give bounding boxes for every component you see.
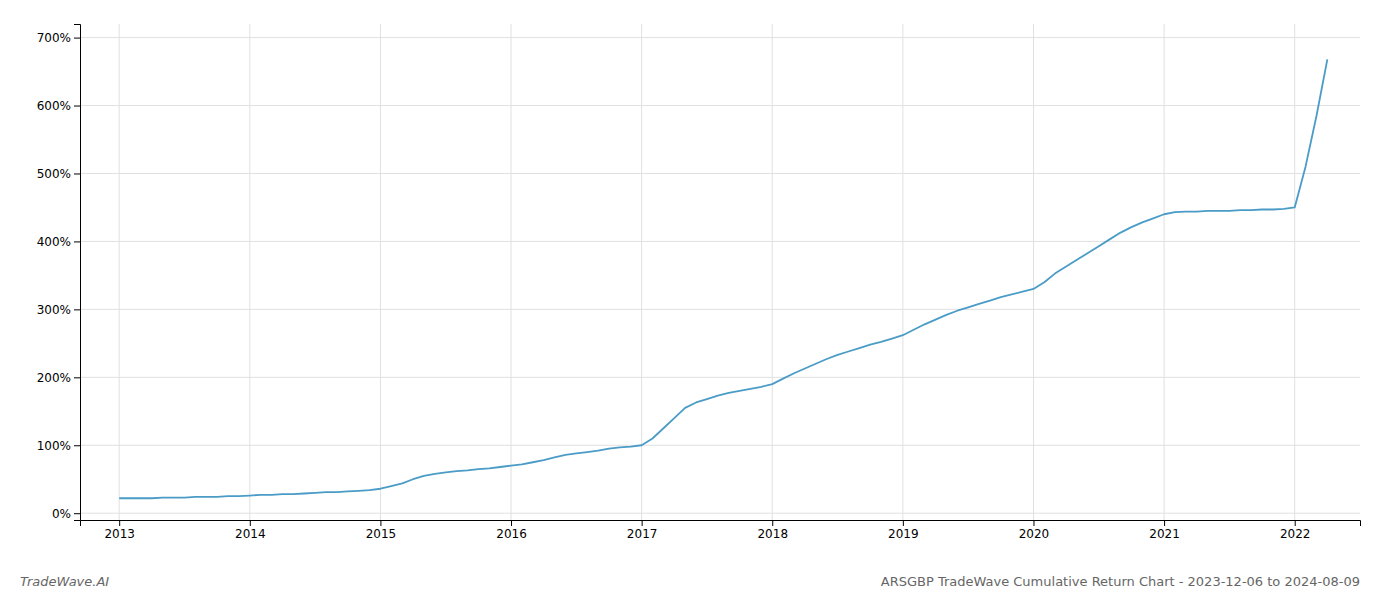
x-tick-mark [903, 520, 904, 526]
x-tick: 2017 [627, 520, 658, 541]
y-tick: 100% [37, 439, 80, 453]
y-tick: 0% [52, 507, 80, 521]
x-tick: 2013 [104, 520, 135, 541]
grid-line-y [80, 37, 1360, 38]
x-tick-label: 2022 [1280, 527, 1311, 541]
y-tick-label: 700% [37, 31, 71, 45]
y-axis-line [74, 25, 81, 521]
x-tick-label: 2017 [627, 527, 658, 541]
x-tick: 2014 [235, 520, 266, 541]
data-line [119, 59, 1327, 498]
x-tick-label: 2021 [1149, 527, 1180, 541]
x-tick-mark [380, 520, 381, 526]
grid-line-y [80, 241, 1360, 242]
x-axis: 2013 2014 2015 2016 2017 2018 2019 2020 2021 2022 [81, 520, 1361, 541]
plot-area [119, 59, 1327, 498]
x-tick: 2021 [1149, 520, 1180, 541]
chart: 2013 2014 2015 2016 2017 2018 2019 2020 2021 2022… [0, 0, 1400, 600]
x-tick-label: 2014 [235, 527, 266, 541]
grid-line-y [80, 309, 1360, 310]
y-tick: 700% [37, 31, 80, 45]
footer-text: TradeWave.AI [20, 574, 109, 589]
y-tick-label: 100% [37, 439, 71, 453]
grid-line-y [80, 377, 1360, 378]
x-tick-label: 2018 [757, 527, 788, 541]
y-tick-label: 600% [37, 99, 71, 113]
x-tick-mark [642, 520, 643, 526]
y-tick-mark [74, 513, 80, 514]
y-tick-mark [74, 106, 80, 107]
x-tick: 2022 [1280, 520, 1311, 541]
x-tick-label: 2019 [888, 527, 919, 541]
x-tick-mark [119, 520, 120, 526]
y-tick: 600% [37, 99, 80, 113]
x-tick: 2015 [366, 520, 397, 541]
grid-line-y [80, 445, 1360, 446]
x-axis-line [81, 521, 1361, 527]
grid [80, 24, 1360, 520]
y-tick-label: 200% [37, 371, 71, 385]
x-tick-mark [250, 520, 251, 526]
x-tick-mark [772, 520, 773, 526]
y-tick-label: 500% [37, 167, 71, 181]
y-tick-mark [74, 173, 80, 174]
x-tick-mark [1033, 520, 1034, 526]
x-tick: 2018 [757, 520, 788, 541]
y-tick-mark [74, 38, 80, 39]
y-tick-label: 0% [52, 507, 71, 521]
y-tick: 300% [37, 303, 80, 317]
x-tick-mark [1164, 520, 1165, 526]
y-tick-mark [74, 241, 80, 242]
y-tick-mark [74, 377, 80, 378]
y-tick-label: 400% [37, 235, 71, 249]
x-tick-label: 2020 [1019, 527, 1050, 541]
x-tick-mark [511, 520, 512, 526]
x-tick: 2019 [888, 520, 919, 541]
y-tick-mark [74, 445, 80, 446]
grid-line-y [80, 105, 1360, 106]
grid-line-y [80, 513, 1360, 514]
x-tick-label: 2013 [104, 527, 135, 541]
y-axis: 0% 100% 200% 300% 400% 500% 600% 700% [37, 25, 81, 521]
y-tick: 200% [37, 371, 80, 385]
y-tick-label: 300% [37, 303, 71, 317]
y-tick: 400% [37, 235, 80, 249]
y-tick: 500% [37, 167, 80, 181]
grid-line-y [80, 173, 1360, 174]
y-tick-mark [74, 309, 80, 310]
x-tick: 2016 [496, 520, 527, 541]
title: ARSGBP TradeWave Cumulative Return Chart… [881, 574, 1360, 589]
x-tick: 2020 [1019, 520, 1050, 541]
x-tick-label: 2016 [496, 527, 527, 541]
x-tick-label: 2015 [366, 527, 397, 541]
x-tick-mark [1295, 520, 1296, 526]
